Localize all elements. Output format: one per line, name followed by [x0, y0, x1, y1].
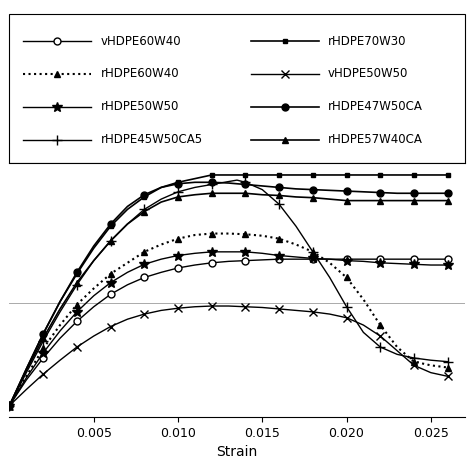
Text: rHDPE70W30: rHDPE70W30: [328, 35, 407, 47]
Text: vHDPE50W50: vHDPE50W50: [328, 67, 409, 81]
Text: rHDPE60W40: rHDPE60W40: [100, 67, 179, 81]
Text: rHDPE47W50CA: rHDPE47W50CA: [328, 100, 423, 113]
Text: vHDPE60W40: vHDPE60W40: [100, 35, 181, 47]
Text: rHDPE57W40CA: rHDPE57W40CA: [328, 133, 423, 146]
Text: rHDPE45W50CA5: rHDPE45W50CA5: [100, 133, 202, 146]
X-axis label: Strain: Strain: [216, 446, 258, 459]
Text: rHDPE50W50: rHDPE50W50: [100, 100, 179, 113]
